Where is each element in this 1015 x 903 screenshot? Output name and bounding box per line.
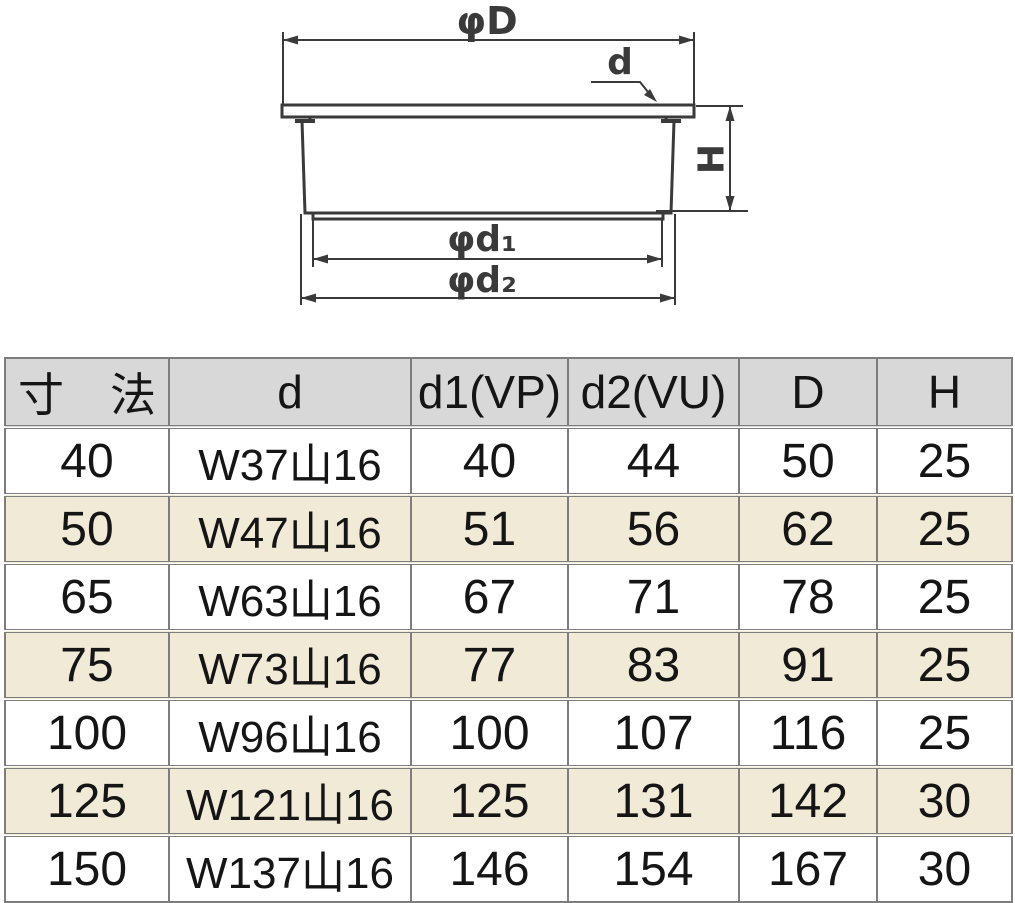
cell-thread: W73山16 <box>168 631 412 699</box>
table-row-150: 150 W137山16 146 154 167 30 <box>4 835 1013 902</box>
dimension-phi-D <box>282 32 695 104</box>
cell-H: 25 <box>876 563 1013 631</box>
cell-D: 50 <box>738 427 878 495</box>
cell-d2: 44 <box>567 427 740 495</box>
dim-label-H: H <box>692 144 733 174</box>
dimension-table: 寸 法 d d1(VP) d2(VU) D H 40 W37山16 40 44 … <box>4 357 1013 903</box>
cell-d2: 131 <box>567 767 740 835</box>
col-header-H: H <box>876 358 1013 427</box>
flange <box>280 103 696 119</box>
cell-thread: W96山16 <box>168 699 412 767</box>
cell-d2: 71 <box>567 563 740 631</box>
cell-d1: 67 <box>410 563 569 631</box>
table-row-100: 100 W96山16 100 107 116 25 <box>4 699 1013 767</box>
right-wall <box>669 119 676 215</box>
table-row-75: 75 W73山16 77 83 91 25 <box>4 631 1013 699</box>
cell-H: 25 <box>876 427 1013 495</box>
cell-thread: W47山16 <box>168 495 412 563</box>
left-wall <box>300 119 307 215</box>
cell-thread: W137山16 <box>168 835 412 902</box>
cell-size: 65 <box>4 563 170 631</box>
table-row-50: 50 W47山16 51 56 62 25 <box>4 495 1013 563</box>
cell-thread: W63山16 <box>168 563 412 631</box>
dimension-phi-d2 <box>300 214 676 305</box>
table-row-65: 65 W63山16 67 71 78 25 <box>4 563 1013 631</box>
table-row-40: 40 W37山16 40 44 50 25 <box>4 427 1013 495</box>
bottom-rim <box>311 211 665 221</box>
dim-label-phi-d2: φd₂ <box>447 260 517 301</box>
part-outline <box>280 103 696 221</box>
cell-d1: 77 <box>410 631 569 699</box>
cell-d1: 146 <box>410 835 569 902</box>
dimension-phi-d1 <box>312 220 663 267</box>
cell-H: 25 <box>876 495 1013 563</box>
cell-d2: 83 <box>567 631 740 699</box>
col-header-size: 寸 法 <box>4 358 170 427</box>
cell-d1: 125 <box>410 767 569 835</box>
leader-d <box>591 81 657 102</box>
cell-d2: 154 <box>567 835 740 902</box>
page: φD d H φd₁ <box>4 0 1013 903</box>
col-header-d1-vp: d1(VP) <box>410 358 569 427</box>
cell-H: 25 <box>876 699 1013 767</box>
col-header-D: D <box>738 358 878 427</box>
cell-thread: W37山16 <box>168 427 412 495</box>
part-cross-section-diagram: φD d H φd₁ <box>280 0 748 305</box>
cell-size: 40 <box>4 427 170 495</box>
cell-size: 50 <box>4 495 170 563</box>
dim-label-phi-d1: φd₁ <box>447 219 517 260</box>
cell-d2: 107 <box>567 699 740 767</box>
dim-label-phi-D: φD <box>456 0 517 43</box>
cell-thread: W121山16 <box>168 767 412 835</box>
dim-label-d: d <box>607 42 633 83</box>
cell-H: 30 <box>876 835 1013 902</box>
cell-d1: 100 <box>410 699 569 767</box>
cell-D: 116 <box>738 699 878 767</box>
cell-D: 167 <box>738 835 878 902</box>
cell-size: 75 <box>4 631 170 699</box>
cell-D: 142 <box>738 767 878 835</box>
cell-H: 25 <box>876 631 1013 699</box>
cell-H: 30 <box>876 767 1013 835</box>
col-header-d2-vu: d2(VU) <box>567 358 740 427</box>
cell-d1: 51 <box>410 495 569 563</box>
cell-size: 100 <box>4 699 170 767</box>
cell-d1: 40 <box>410 427 569 495</box>
dimension-H <box>656 105 748 212</box>
table-row-125: 125 W121山16 125 131 142 30 <box>4 767 1013 835</box>
cell-D: 91 <box>738 631 878 699</box>
header-row: 寸 法 d d1(VP) d2(VU) D H <box>4 358 1013 427</box>
cell-D: 78 <box>738 563 878 631</box>
cell-D: 62 <box>738 495 878 563</box>
cell-size: 125 <box>4 767 170 835</box>
col-header-d: d <box>168 358 412 427</box>
cell-d2: 56 <box>567 495 740 563</box>
cell-size: 150 <box>4 835 170 902</box>
